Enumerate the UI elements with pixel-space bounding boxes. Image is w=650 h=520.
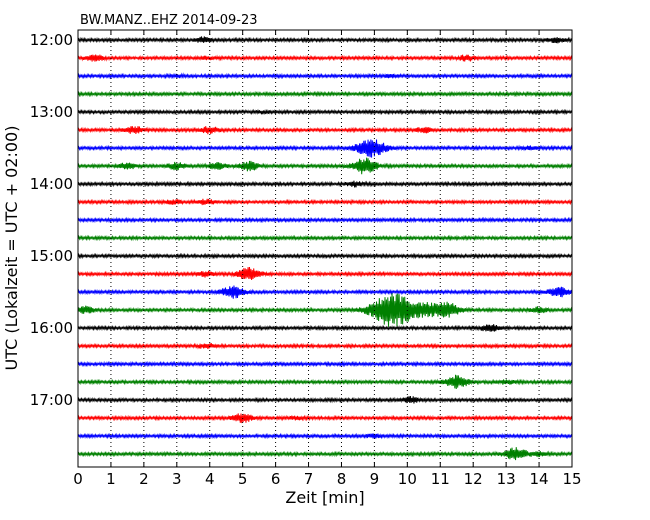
x-tick-label-7: 7 — [304, 470, 314, 488]
trace-1615 — [77, 342, 573, 350]
y-tick-label-1400: 14:00 — [30, 175, 73, 193]
x-tick-label-5: 5 — [238, 470, 248, 488]
x-tick-label-0: 0 — [73, 470, 83, 488]
trace-1600 — [77, 324, 573, 332]
x-tick-label-2: 2 — [139, 470, 149, 488]
trace-1400 — [77, 180, 573, 188]
trace-1415 — [77, 198, 573, 206]
x-axis-title: Zeit [min] — [285, 488, 364, 507]
y-axis-title: UTC (Lokalzeit = UTC + 02:00) — [2, 126, 21, 371]
x-tick-label-10: 10 — [398, 470, 417, 488]
trace-1630 — [77, 360, 573, 368]
x-tick-label-4: 4 — [205, 470, 215, 488]
x-tick-label-15: 15 — [562, 470, 581, 488]
trace-group — [77, 36, 573, 461]
trace-1445 — [77, 234, 573, 242]
y-tick-label-1300: 13:00 — [30, 103, 73, 121]
trace-1430 — [77, 216, 573, 224]
trace-1745 — [77, 447, 573, 461]
trace-1330 — [77, 139, 573, 158]
trace-1300 — [77, 108, 573, 116]
x-tick-label-3: 3 — [172, 470, 182, 488]
trace-1500 — [77, 252, 573, 260]
x-tick-label-8: 8 — [337, 470, 347, 488]
trace-1715 — [77, 413, 573, 424]
x-tick-label-11: 11 — [431, 470, 450, 488]
x-tick-label-6: 6 — [271, 470, 281, 488]
trace-1230 — [77, 72, 573, 80]
trace-1215 — [77, 54, 573, 62]
trace-1645 — [77, 374, 573, 390]
trace-1245 — [77, 90, 573, 98]
x-tick-label-13: 13 — [497, 470, 516, 488]
x-tick-label-14: 14 — [530, 470, 549, 488]
trace-1545 — [77, 293, 573, 327]
y-axis: 12:00 13:00 14:00 15:00 16:00 17:00 — [30, 31, 572, 409]
x-axis: 0 1 2 3 4 5 6 7 8 9 10 11 12 13 14 15 — [73, 30, 582, 488]
plot-frame — [77, 29, 573, 468]
trace-1515 — [77, 267, 573, 281]
trace-1700 — [77, 395, 573, 404]
x-tick-label-1: 1 — [106, 470, 116, 488]
trace-1315 — [77, 126, 573, 135]
y-tick-label-1500: 15:00 — [30, 247, 73, 265]
y-tick-label-1200: 12:00 — [30, 31, 73, 49]
trace-1345 — [77, 157, 573, 175]
x-tick-label-9: 9 — [370, 470, 380, 488]
x-tick-label-12: 12 — [464, 470, 483, 488]
trace-1530 — [77, 285, 573, 299]
y-tick-label-1600: 16:00 — [30, 319, 73, 337]
y-tick-label-1700: 17:00 — [30, 391, 73, 409]
trace-1200 — [77, 36, 573, 44]
chart-title: BW.MANZ..EHZ 2014-09-23 — [80, 13, 258, 28]
x-grid — [110, 30, 540, 467]
trace-1730 — [77, 432, 573, 440]
